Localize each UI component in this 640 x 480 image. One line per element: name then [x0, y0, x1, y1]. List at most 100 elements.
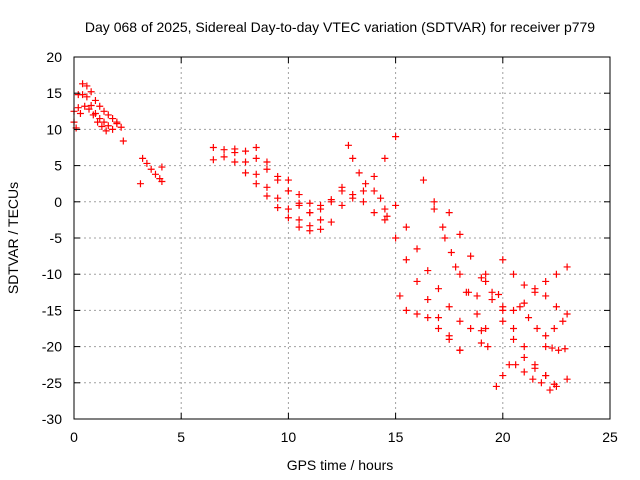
data-point [284, 187, 292, 195]
data-point [529, 375, 537, 383]
data-point [274, 194, 282, 202]
data-point [370, 187, 378, 195]
data-point [220, 146, 228, 154]
data-point [359, 198, 367, 206]
data-point [104, 111, 112, 119]
data-point [359, 187, 367, 195]
series-late-arc-f [396, 292, 464, 354]
data-point [252, 170, 260, 178]
data-point [151, 170, 159, 178]
data-point [306, 199, 314, 207]
data-point [104, 122, 112, 130]
series-late-dots [477, 290, 558, 394]
data-point [531, 361, 539, 369]
chart-title: Day 068 of 2025, Sidereal Day-to-day VTE… [85, 19, 595, 35]
y-tick-label: 15 [46, 85, 62, 101]
data-point [456, 230, 464, 238]
data-point [563, 375, 571, 383]
data-point [402, 306, 410, 314]
data-point [439, 223, 447, 231]
data-point [525, 314, 533, 322]
data-point [117, 123, 125, 131]
data-point [295, 201, 303, 209]
data-point [383, 212, 391, 220]
data-point [102, 127, 110, 135]
data-point [98, 123, 106, 131]
data-point [220, 153, 228, 161]
data-point [488, 288, 496, 296]
series-late-arc-l [542, 343, 569, 354]
data-point [542, 277, 550, 285]
data-point [274, 172, 282, 180]
data-point [252, 180, 260, 188]
data-point [434, 285, 442, 293]
data-point [349, 154, 357, 162]
series-mid-arc-b [209, 153, 314, 235]
data-point [488, 296, 496, 304]
data-point [520, 353, 528, 361]
data-point [402, 223, 410, 231]
series-late-arc-d [430, 198, 490, 300]
x-tick-label: 20 [495, 429, 511, 445]
data-point [136, 180, 144, 188]
data-point [158, 178, 166, 186]
data-point [362, 180, 370, 188]
data-point [467, 325, 475, 332]
series-late-arc-c [419, 176, 490, 332]
data-point [252, 144, 260, 151]
x-tick-label: 10 [281, 429, 297, 445]
data-point [533, 325, 541, 332]
data-point [263, 158, 271, 166]
data-point [430, 198, 438, 206]
data-point [542, 372, 550, 380]
series-late-arc-k [516, 303, 567, 340]
data-point [473, 292, 481, 300]
data-point [109, 115, 117, 123]
data-point [456, 346, 464, 354]
series-short-dots-3h [136, 178, 166, 188]
y-tick-label: 10 [46, 121, 62, 137]
data-point [456, 270, 464, 278]
data-point [94, 118, 102, 126]
data-point [510, 306, 518, 314]
data-point [505, 361, 513, 369]
data-point [392, 234, 400, 242]
series-mid-arc-f [338, 133, 400, 209]
x-tick-label: 5 [177, 429, 185, 445]
data-point [484, 343, 492, 351]
data-point [209, 144, 217, 151]
data-point [344, 141, 352, 149]
data-point [447, 248, 455, 256]
data-point [317, 216, 325, 224]
data-point [552, 270, 560, 278]
data-point [434, 325, 442, 332]
data-point [499, 317, 507, 325]
data-point [100, 107, 108, 115]
data-point [79, 91, 87, 99]
grid [74, 57, 610, 419]
x-tick-label: 0 [70, 429, 78, 445]
data-point [413, 277, 421, 285]
data-point [263, 183, 271, 191]
data-point [327, 218, 335, 226]
data-point [327, 196, 335, 204]
data-point [349, 194, 357, 202]
data-point [284, 205, 292, 213]
y-tick-label: -25 [42, 375, 62, 391]
y-tick-label: -15 [42, 302, 62, 318]
data-point [546, 386, 554, 394]
data-point [434, 314, 442, 322]
data-point [381, 216, 389, 224]
data-point [143, 159, 151, 167]
data-point [119, 137, 127, 145]
series-mid-arc-d [252, 144, 346, 217]
data-point [355, 169, 363, 177]
y-tick-label: -10 [42, 266, 62, 282]
data-point [550, 325, 558, 332]
data-point [392, 133, 400, 141]
data-point [561, 345, 569, 353]
series-early-arc-c [72, 102, 110, 135]
data-point [413, 310, 421, 318]
data-point [477, 327, 485, 335]
data-point [377, 194, 385, 202]
